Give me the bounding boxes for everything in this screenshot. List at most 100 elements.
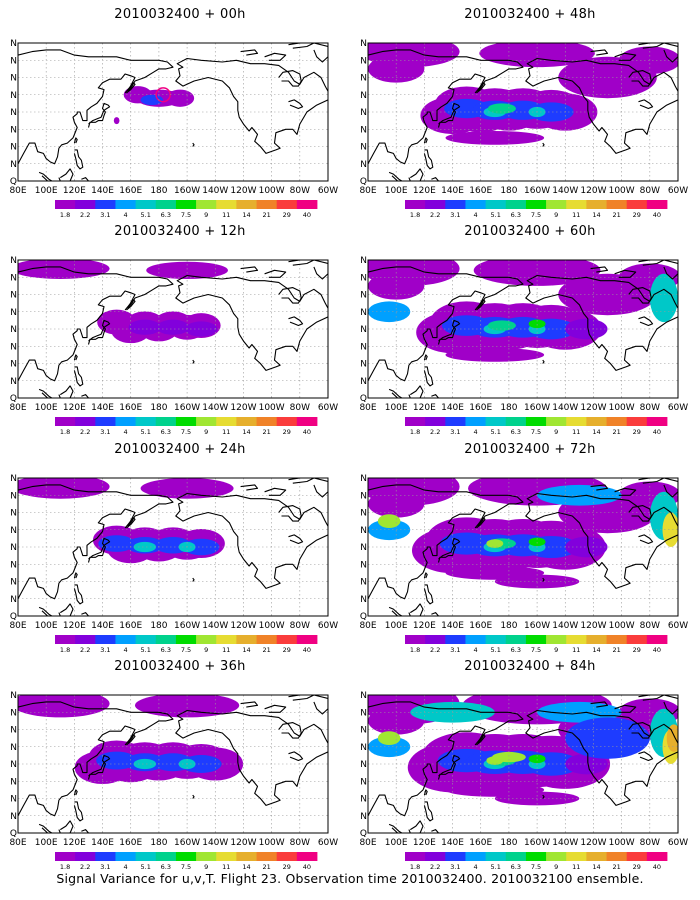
lat-tick-label: 20N [360, 360, 367, 370]
colorbar-swatch [216, 417, 237, 426]
colorbar-label: 21 [262, 646, 270, 654]
colorbar-label: 11 [572, 646, 580, 654]
lat-tick-label: 40N [360, 325, 367, 335]
colorbar-swatch [566, 635, 587, 644]
lon-tick-label: 60W [668, 186, 688, 196]
variance-contour [368, 272, 425, 300]
colorbar-swatch [425, 852, 446, 861]
coastline [663, 43, 678, 63]
colorbar-swatch [405, 852, 426, 861]
lat-tick-label: 20N [10, 578, 17, 588]
lon-tick-label: 80W [640, 838, 660, 848]
colorbar-label: 29 [633, 428, 641, 436]
colorbar-swatch [485, 852, 507, 861]
lon-tick-label: 140W [202, 621, 228, 631]
coastline [638, 478, 665, 484]
map-panel: 2010032400 + 12h EQ 10N 20N 30N 40N 50N 60N 70N 8… [10, 222, 350, 444]
colorbar-swatch [525, 200, 547, 209]
lon-tick-label: 180 [150, 838, 167, 848]
map-frame [367, 694, 679, 834]
colorbar-swatch [115, 635, 137, 644]
coastline [192, 577, 195, 582]
coastline [590, 701, 609, 708]
colorbar-label: 5.1 [141, 863, 151, 871]
variance-contour [492, 751, 526, 763]
colorbar-swatch [606, 417, 628, 426]
colorbar-swatch [256, 852, 278, 861]
lon-tick-label: 160W [524, 186, 550, 196]
coastline [638, 534, 654, 545]
colorbar-label: 14 [592, 428, 600, 436]
colorbar-swatch [256, 635, 278, 644]
coastline [264, 269, 287, 278]
colorbar-swatch [525, 417, 547, 426]
colorbar-swatch [425, 417, 446, 426]
map-panel: 2010032400 + 84h EQ 10N 20N 30N 40N 50N 60N 70N 8… [360, 657, 700, 879]
colorbar-label: 11 [222, 211, 230, 219]
colorbar-swatch [626, 635, 648, 644]
lat-tick-label: 70N [10, 56, 17, 66]
lon-tick-label: 80W [290, 186, 310, 196]
colorbar-label: 5.1 [491, 863, 501, 871]
colorbar-label: 1.8 [60, 646, 70, 654]
lon-tick-label: 140E [441, 186, 464, 196]
coastline [423, 149, 434, 170]
lon-tick-label: 60W [668, 403, 688, 413]
colorbar-swatch [236, 635, 257, 644]
colorbar-label: 3.1 [100, 211, 110, 219]
colorbar-swatch [155, 200, 177, 209]
colorbar-swatch [196, 417, 217, 426]
lon-tick-label: 160W [524, 838, 550, 848]
lat-tick-label: 80N [360, 691, 367, 701]
variance-map: EQ 10N 20N 30N 40N 50N 60N 70N 80N 80E 100E 120E 140… [10, 39, 338, 219]
coastline [38, 171, 53, 181]
colorbar-label: 1.8 [410, 646, 420, 654]
variance-contour [565, 536, 608, 558]
coastline [368, 266, 524, 382]
colorbar-label: 5.1 [491, 428, 501, 436]
lat-tick-label: EQ [10, 177, 17, 187]
coastline [18, 701, 174, 817]
lon-tick-label: 100E [385, 838, 408, 848]
map-panel: 2010032400 + 60h EQ 10N 20N 30N 40N 50N 60N 70N 8… [360, 222, 700, 444]
colorbar-swatch [525, 635, 547, 644]
coastline [278, 70, 302, 87]
colorbar-label: 5.1 [491, 211, 501, 219]
lon-tick-label: 180 [500, 403, 517, 413]
lat-tick-label: 20N [10, 795, 17, 805]
lat-tick-label: 60N [360, 726, 367, 736]
variance-contour [18, 478, 110, 499]
colorbar-label: 7.5 [181, 211, 191, 219]
colorbar-label: 4 [473, 428, 477, 436]
lon-tick-label: 140E [441, 403, 464, 413]
colorbar-swatch [276, 200, 298, 209]
coastline [278, 287, 302, 304]
lat-tick-label: 70N [360, 273, 367, 283]
coastline [638, 751, 654, 762]
lon-tick-label: 80E [10, 621, 27, 631]
colorbar-label: 11 [572, 428, 580, 436]
lon-tick-label: 100E [35, 621, 58, 631]
variance-map: EQ 10N 20N 30N 40N 50N 60N 70N 80N 80E 100E 120E 140… [360, 474, 688, 654]
colorbar-swatch [606, 635, 628, 644]
colorbar-swatch [135, 200, 157, 209]
lon-tick-label: 160E [469, 621, 492, 631]
lat-tick-label: 50N [360, 91, 367, 101]
colorbar-label: 11 [222, 428, 230, 436]
lat-tick-label: 60N [360, 509, 367, 519]
coastline [58, 168, 74, 181]
colorbar-swatch [196, 635, 217, 644]
colorbar-label: 21 [612, 428, 620, 436]
colorbar-label: 6.3 [161, 646, 171, 654]
lon-tick-label: 140W [552, 403, 578, 413]
coastline [73, 584, 84, 605]
lon-tick-label: 120W [230, 838, 256, 848]
lat-tick-label: 60N [360, 291, 367, 301]
colorbar-label: 3.1 [450, 428, 460, 436]
coastline [408, 168, 424, 181]
coastline [423, 584, 434, 605]
coastline [73, 801, 84, 822]
coastline [264, 52, 287, 61]
lon-tick-label: 160E [469, 403, 492, 413]
coastline [423, 789, 428, 796]
